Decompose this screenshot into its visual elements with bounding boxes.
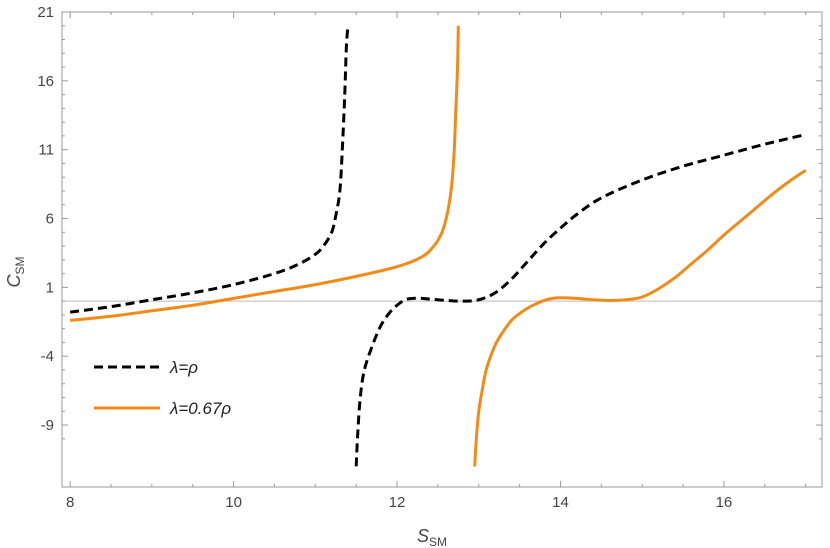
x-tick-label: 16 [716, 494, 733, 511]
y-tick-label: 11 [38, 142, 54, 159]
plot-frame [61, 11, 823, 488]
y-tick-label: -4 [41, 348, 54, 365]
y-tick-label: 16 [37, 73, 54, 90]
legend-label-series-1: λ=ρ [169, 358, 198, 377]
y-tick-label: -9 [41, 417, 54, 434]
plot-frame-border [61, 11, 823, 488]
y-tick-label: 21 [37, 4, 54, 21]
x-tick-label: 8 [66, 494, 74, 511]
series-layer [69, 25, 807, 467]
series-1-line-segment-2 [354, 133, 807, 467]
x-axis-title: SSM [417, 526, 447, 548]
y-tick-label: 6 [46, 211, 54, 228]
series-1-line-segment-1 [69, 25, 350, 314]
x-tick-label: 14 [552, 494, 569, 511]
y-tick-label: 1 [46, 279, 54, 296]
series-2-line-segment-1 [70, 25, 460, 322]
legend-label-series-2: λ=0.67ρ [169, 399, 231, 418]
x-tick-label: 10 [225, 494, 242, 511]
y-axis-title: CSM [4, 256, 27, 287]
x-tick-label: 12 [389, 494, 406, 511]
legend: λ=ρ λ=0.67ρ [94, 358, 231, 418]
series-2-line-segment-2 [473, 169, 807, 467]
